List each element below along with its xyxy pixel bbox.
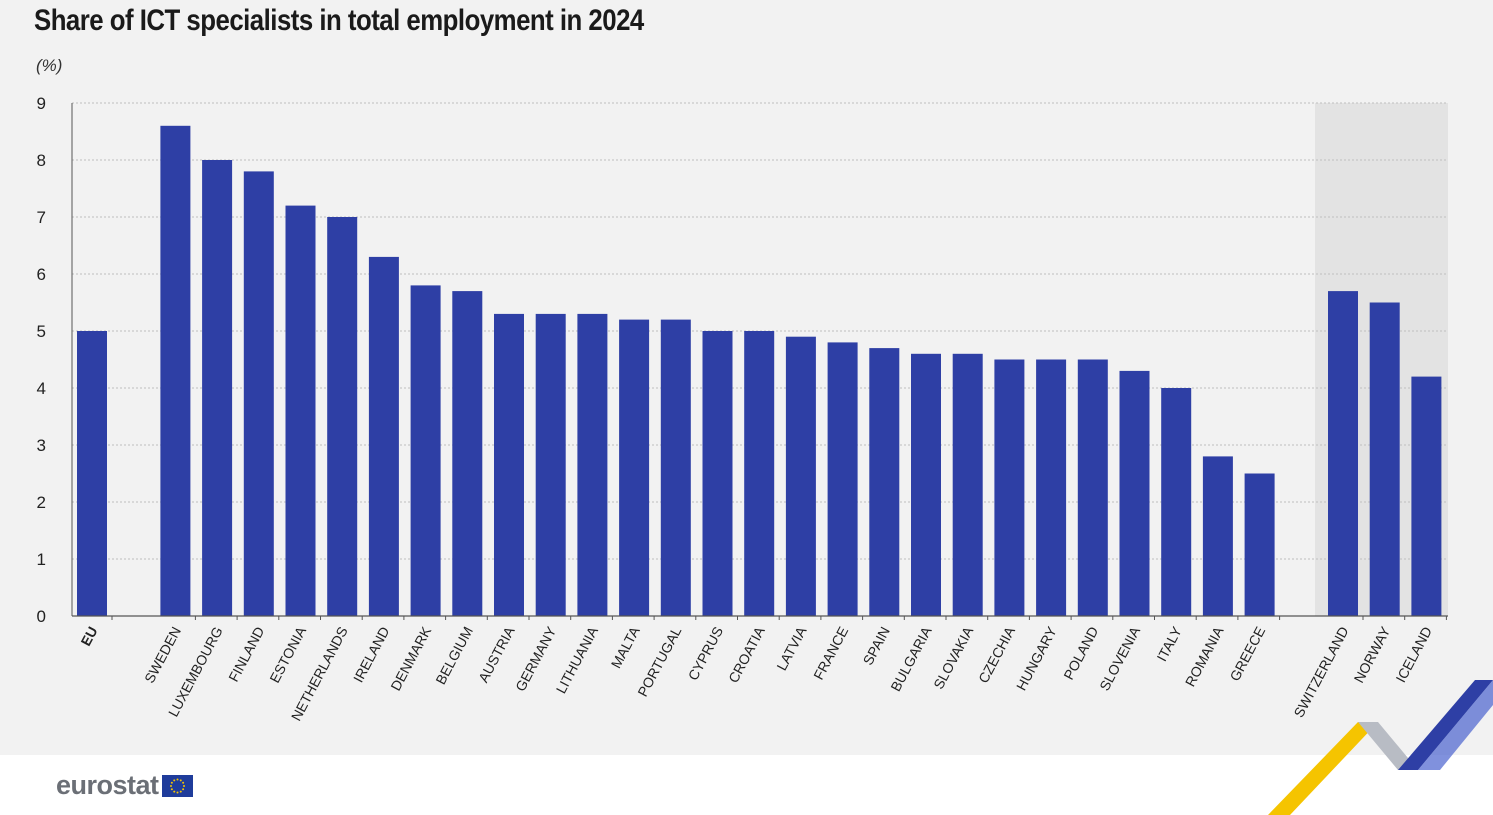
x-tick-label: AUSTRIA <box>475 623 518 685</box>
bar-austria <box>494 313 524 616</box>
x-tick-label: SPAIN <box>860 624 893 668</box>
bar-ireland <box>368 256 399 616</box>
eurostat-wave-icon <box>1268 680 1493 815</box>
bar-lithuania <box>577 313 608 616</box>
bar-netherlands <box>327 217 358 616</box>
x-tick-label: CROATIA <box>725 623 768 685</box>
chart-title: Share of ICT specialists in total employ… <box>34 4 644 37</box>
x-tick-label: ESTONIA <box>266 623 309 685</box>
flag-star <box>181 787 184 790</box>
x-tick-label: SWEDEN <box>141 624 184 686</box>
y-tick-label: 6 <box>37 265 46 284</box>
x-tick-label: FINLAND <box>225 624 267 684</box>
x-tick-label: MALTA <box>608 623 643 670</box>
bar-slovakia <box>952 353 983 616</box>
bar-finland <box>243 171 274 616</box>
bar-portugal <box>660 319 691 616</box>
bar-czechia <box>994 359 1025 616</box>
y-tick-label: 7 <box>37 208 46 227</box>
flag-star <box>170 787 173 790</box>
x-tick-label: LATVIA <box>773 623 810 673</box>
x-tick-label: PORTUGAL <box>634 624 684 699</box>
flag-star <box>181 781 184 784</box>
bar-estonia <box>285 205 316 616</box>
unit-label: (%) <box>36 56 63 75</box>
x-tick-label: FRANCE <box>810 624 851 682</box>
flag-star <box>179 778 182 781</box>
bar-eu <box>77 331 107 616</box>
x-tick-label: ROMANIA <box>1182 623 1227 689</box>
bar-norway <box>1369 302 1400 616</box>
bar-romania <box>1202 456 1233 616</box>
x-tick-label: DENMARK <box>387 623 434 693</box>
flag-star <box>176 778 179 780</box>
bar-luxembourg <box>202 160 233 616</box>
y-tick-label: 9 <box>37 94 46 113</box>
y-tick-label: 1 <box>37 550 46 569</box>
x-tick-label: LITHUANIA <box>553 623 602 696</box>
bar-bulgaria <box>911 353 941 616</box>
bar-belgium <box>452 291 483 616</box>
x-tick-label: HUNGARY <box>1013 623 1060 693</box>
deco-blue-light <box>1418 680 1493 770</box>
bar-malta <box>619 319 650 616</box>
bar-latvia <box>785 336 816 616</box>
bar-cyprus <box>702 331 733 616</box>
x-tick-label: POLAND <box>1060 624 1101 682</box>
x-tick-label: BELGIUM <box>432 624 476 687</box>
flag-star <box>179 790 182 793</box>
flag-star <box>170 781 173 784</box>
x-tick-label: EU <box>77 624 100 649</box>
x-tick-label: SLOVENIA <box>1096 623 1143 693</box>
bar-denmark <box>410 285 441 616</box>
flag-star <box>172 790 175 793</box>
x-tick-label: SLOVAKIA <box>930 623 976 691</box>
logo-text: eurostat <box>56 770 159 800</box>
x-tick-label: IRELAND <box>350 624 393 685</box>
bar-sweden <box>160 125 191 617</box>
eu-flag-icon <box>161 774 193 797</box>
x-tick-label: ITALY <box>1153 623 1185 664</box>
bar-spain <box>869 348 900 616</box>
bar-slovenia <box>1119 370 1150 616</box>
flag-star <box>176 791 179 793</box>
y-tick-label: 0 <box>37 607 46 626</box>
bar-france <box>827 342 858 616</box>
x-tick-label: BULGARIA <box>887 623 935 694</box>
bar-greece <box>1244 473 1275 616</box>
deco-grey-stripe <box>1358 722 1418 770</box>
flag-star <box>172 778 175 781</box>
bar-iceland <box>1411 376 1442 616</box>
deco-yellow-stripe <box>1268 722 1378 815</box>
eurostat-logo: eurostat <box>56 770 193 801</box>
bar-germany <box>535 313 566 616</box>
x-tick-label: CZECHIA <box>975 623 1018 685</box>
bar-switzerland <box>1328 291 1358 616</box>
y-tick-label: 8 <box>37 151 46 170</box>
bar-croatia <box>744 331 775 616</box>
deco-blue-stripe <box>1398 680 1493 770</box>
y-tick-label: 5 <box>37 322 46 341</box>
bar-italy <box>1161 388 1192 616</box>
y-tick-label: 3 <box>37 436 46 455</box>
bar-poland <box>1077 359 1108 616</box>
x-tick-label: GERMANY <box>512 623 560 694</box>
bar-hungary <box>1036 359 1067 616</box>
y-tick-label: 4 <box>37 379 46 398</box>
x-tick-label: CYPRUS <box>685 624 727 683</box>
y-tick-label: 2 <box>37 493 46 512</box>
flag-star <box>182 784 185 787</box>
flag-star <box>169 784 172 787</box>
